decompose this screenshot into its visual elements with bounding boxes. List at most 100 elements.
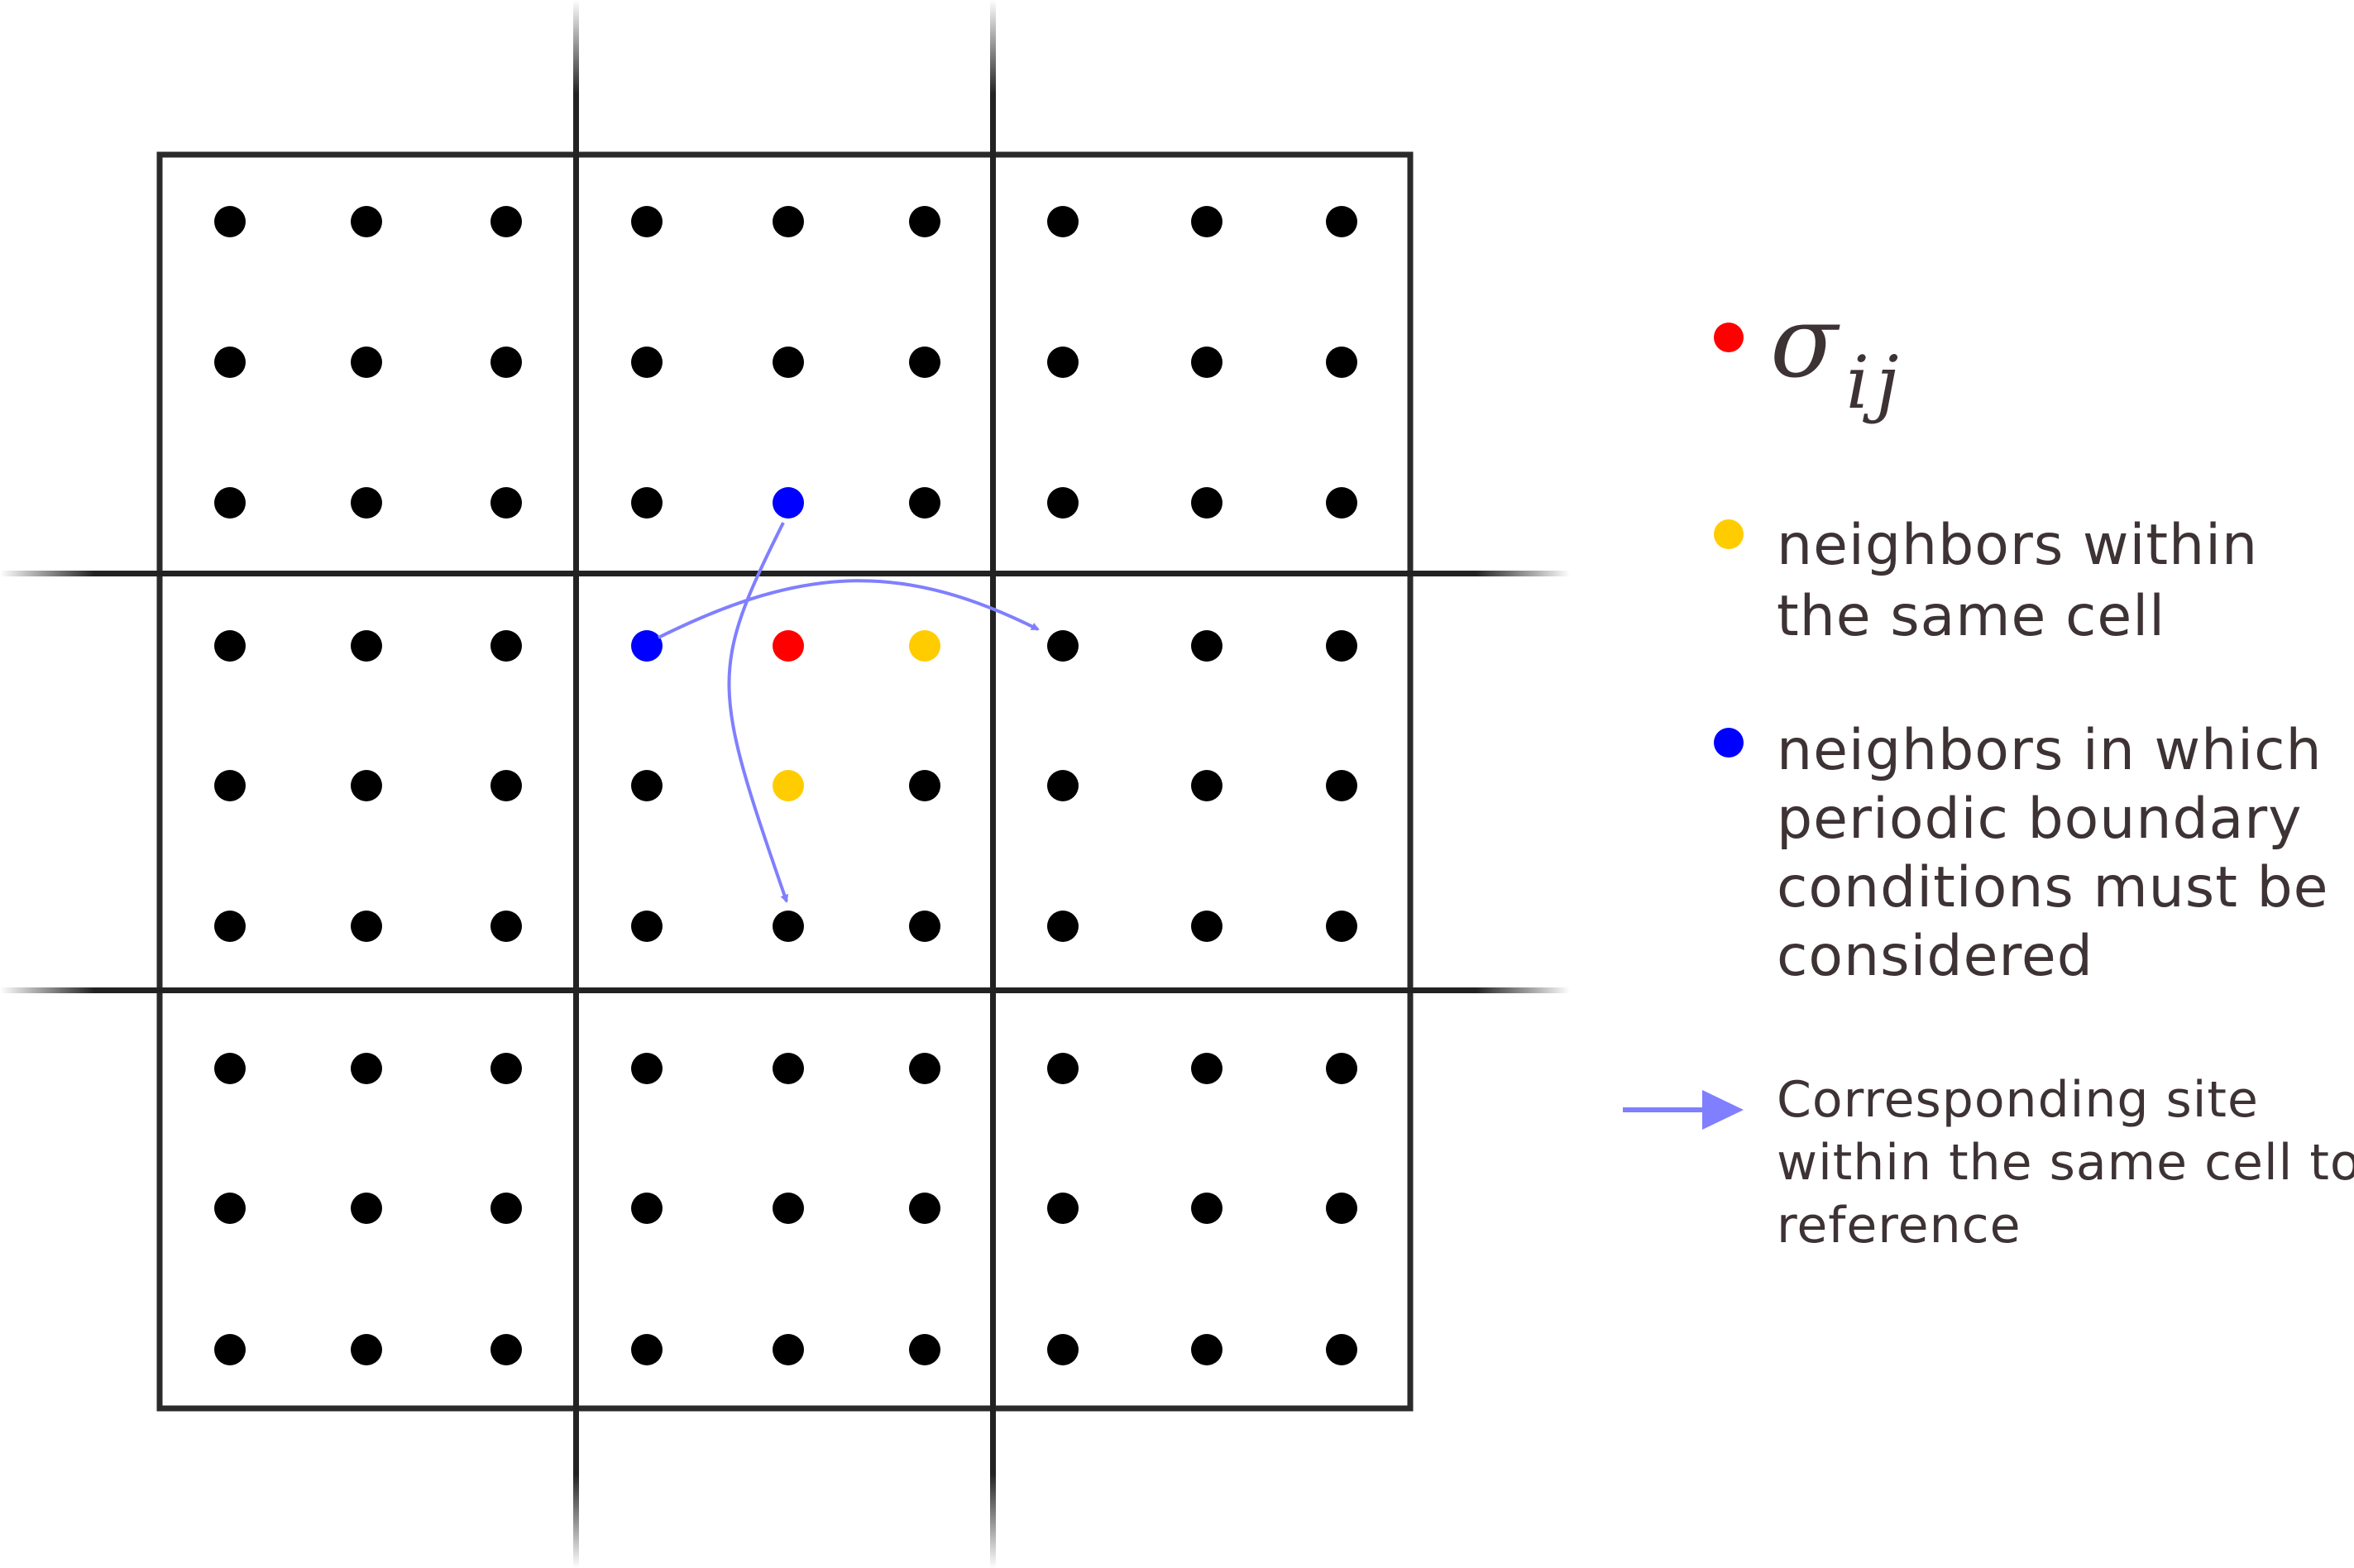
lattice-site [1047,630,1079,662]
lattice-site [1326,911,1357,942]
lattice-site [773,347,804,378]
lattice-site [1191,487,1222,519]
lattice-site [773,1334,804,1365]
lattice-site [351,1053,382,1084]
lattice-site [909,1193,940,1224]
arrow-legend-line: within the same cell to [1777,1134,2354,1192]
lattice-site [214,1334,246,1365]
arrow-legend-icon [1623,1090,1744,1130]
lattice-site [909,1334,940,1365]
lattice-site [1191,770,1222,801]
lattice-site [631,1193,663,1224]
cell-boundary-horizontal-2 [0,987,1570,993]
lattice-site [909,487,940,519]
lattice-site [351,487,382,519]
lattice-site [351,911,382,942]
same-cell-legend-dot [1714,519,1744,549]
lattice-site [214,630,246,662]
site-sigma [773,630,804,662]
same-cell-legend-text: neighbors within the same cell [1777,510,2258,653]
arrow-legend-text: Corresponding site within the same cell … [1777,1068,2354,1257]
lattice-site [1326,1334,1357,1365]
mapping-arrow [658,579,1040,639]
lattice-site [773,1193,804,1224]
periodic-legend-line: considered [1777,924,2093,989]
lattice-site [909,206,940,237]
lattice-site [773,1053,804,1084]
sigma-symbol: σ [1770,285,1838,400]
lattice-site [490,630,522,662]
cell-boundaries [0,0,1570,1568]
periodic-legend-dot [1714,728,1744,758]
lattice-site [490,487,522,519]
lattice-site [1326,347,1357,378]
lattice-site [351,206,382,237]
lattice-site [351,347,382,378]
lattice-site [490,347,522,378]
lattice-site [1047,911,1079,942]
lattice-site [909,911,940,942]
lattice-site [351,1193,382,1224]
lattice-site [909,347,940,378]
lattice-site [1326,1193,1357,1224]
lattice-site [631,770,663,801]
lattice-site [214,1053,246,1084]
lattice-site [631,911,663,942]
lattice-site [631,1334,663,1365]
sigma-legend-dot [1714,323,1744,352]
lattice-site [1047,487,1079,519]
arrow-legend-line: reference [1777,1197,2021,1255]
lattice-site [214,1193,246,1224]
lattice-site [490,1334,522,1365]
lattice-site [1326,206,1357,237]
lattice-site [214,347,246,378]
mapping-arrows [658,522,1040,903]
cell-boundary-horizontal-1 [0,571,1570,576]
sigma-subscript: ij [1845,340,1906,425]
lattice-site [1191,1053,1222,1084]
lattice-site [773,206,804,237]
lattice-site [1326,487,1357,519]
periodic-legend-line: conditions must be [1777,855,2329,920]
lattice-site [214,487,246,519]
lattice-site [1191,206,1222,237]
lattice-site [1191,911,1222,942]
lattice-site [1326,630,1357,662]
lattice-site [631,487,663,519]
periodic-legend-line: neighbors in which [1777,718,2323,783]
lattice-site [631,347,663,378]
site-same-cell [909,630,940,662]
lattice-site [631,1053,663,1084]
lattice-site [1191,630,1222,662]
lattice-site [1047,770,1079,801]
sigma-ij-label: σ ij [1770,289,1905,437]
lattice-site [773,911,804,942]
lattice-site [490,1053,522,1084]
lattice-site [1047,347,1079,378]
periodic-legend-line: periodic boundary [1777,786,2303,852]
lattice-site [631,206,663,237]
lattice-site [909,1053,940,1084]
lattice-site [214,206,246,237]
lattice-site [490,1193,522,1224]
mapping-arrow [727,522,789,903]
lattice-site [1191,1193,1222,1224]
lattice-site [909,770,940,801]
cell-boundary-vertical-1 [573,0,579,1568]
lattice-site [490,206,522,237]
lattice-site [1326,770,1357,801]
site-periodic [773,487,804,519]
lattice-site [1191,347,1222,378]
same-cell-legend-line: neighbors within [1777,513,2259,578]
lattice-site [1047,1334,1079,1365]
cell-boundary-vertical-2 [990,0,996,1568]
lattice-frame [156,151,1414,1412]
lattice-site [214,770,246,801]
arrow-legend-line: Corresponding site [1777,1071,2259,1129]
periodic-legend-text: neighbors in which periodic boundary con… [1777,716,2329,991]
lattice-site [351,630,382,662]
site-periodic [631,630,663,662]
lattice-site [490,770,522,801]
lattice-site [214,911,246,942]
